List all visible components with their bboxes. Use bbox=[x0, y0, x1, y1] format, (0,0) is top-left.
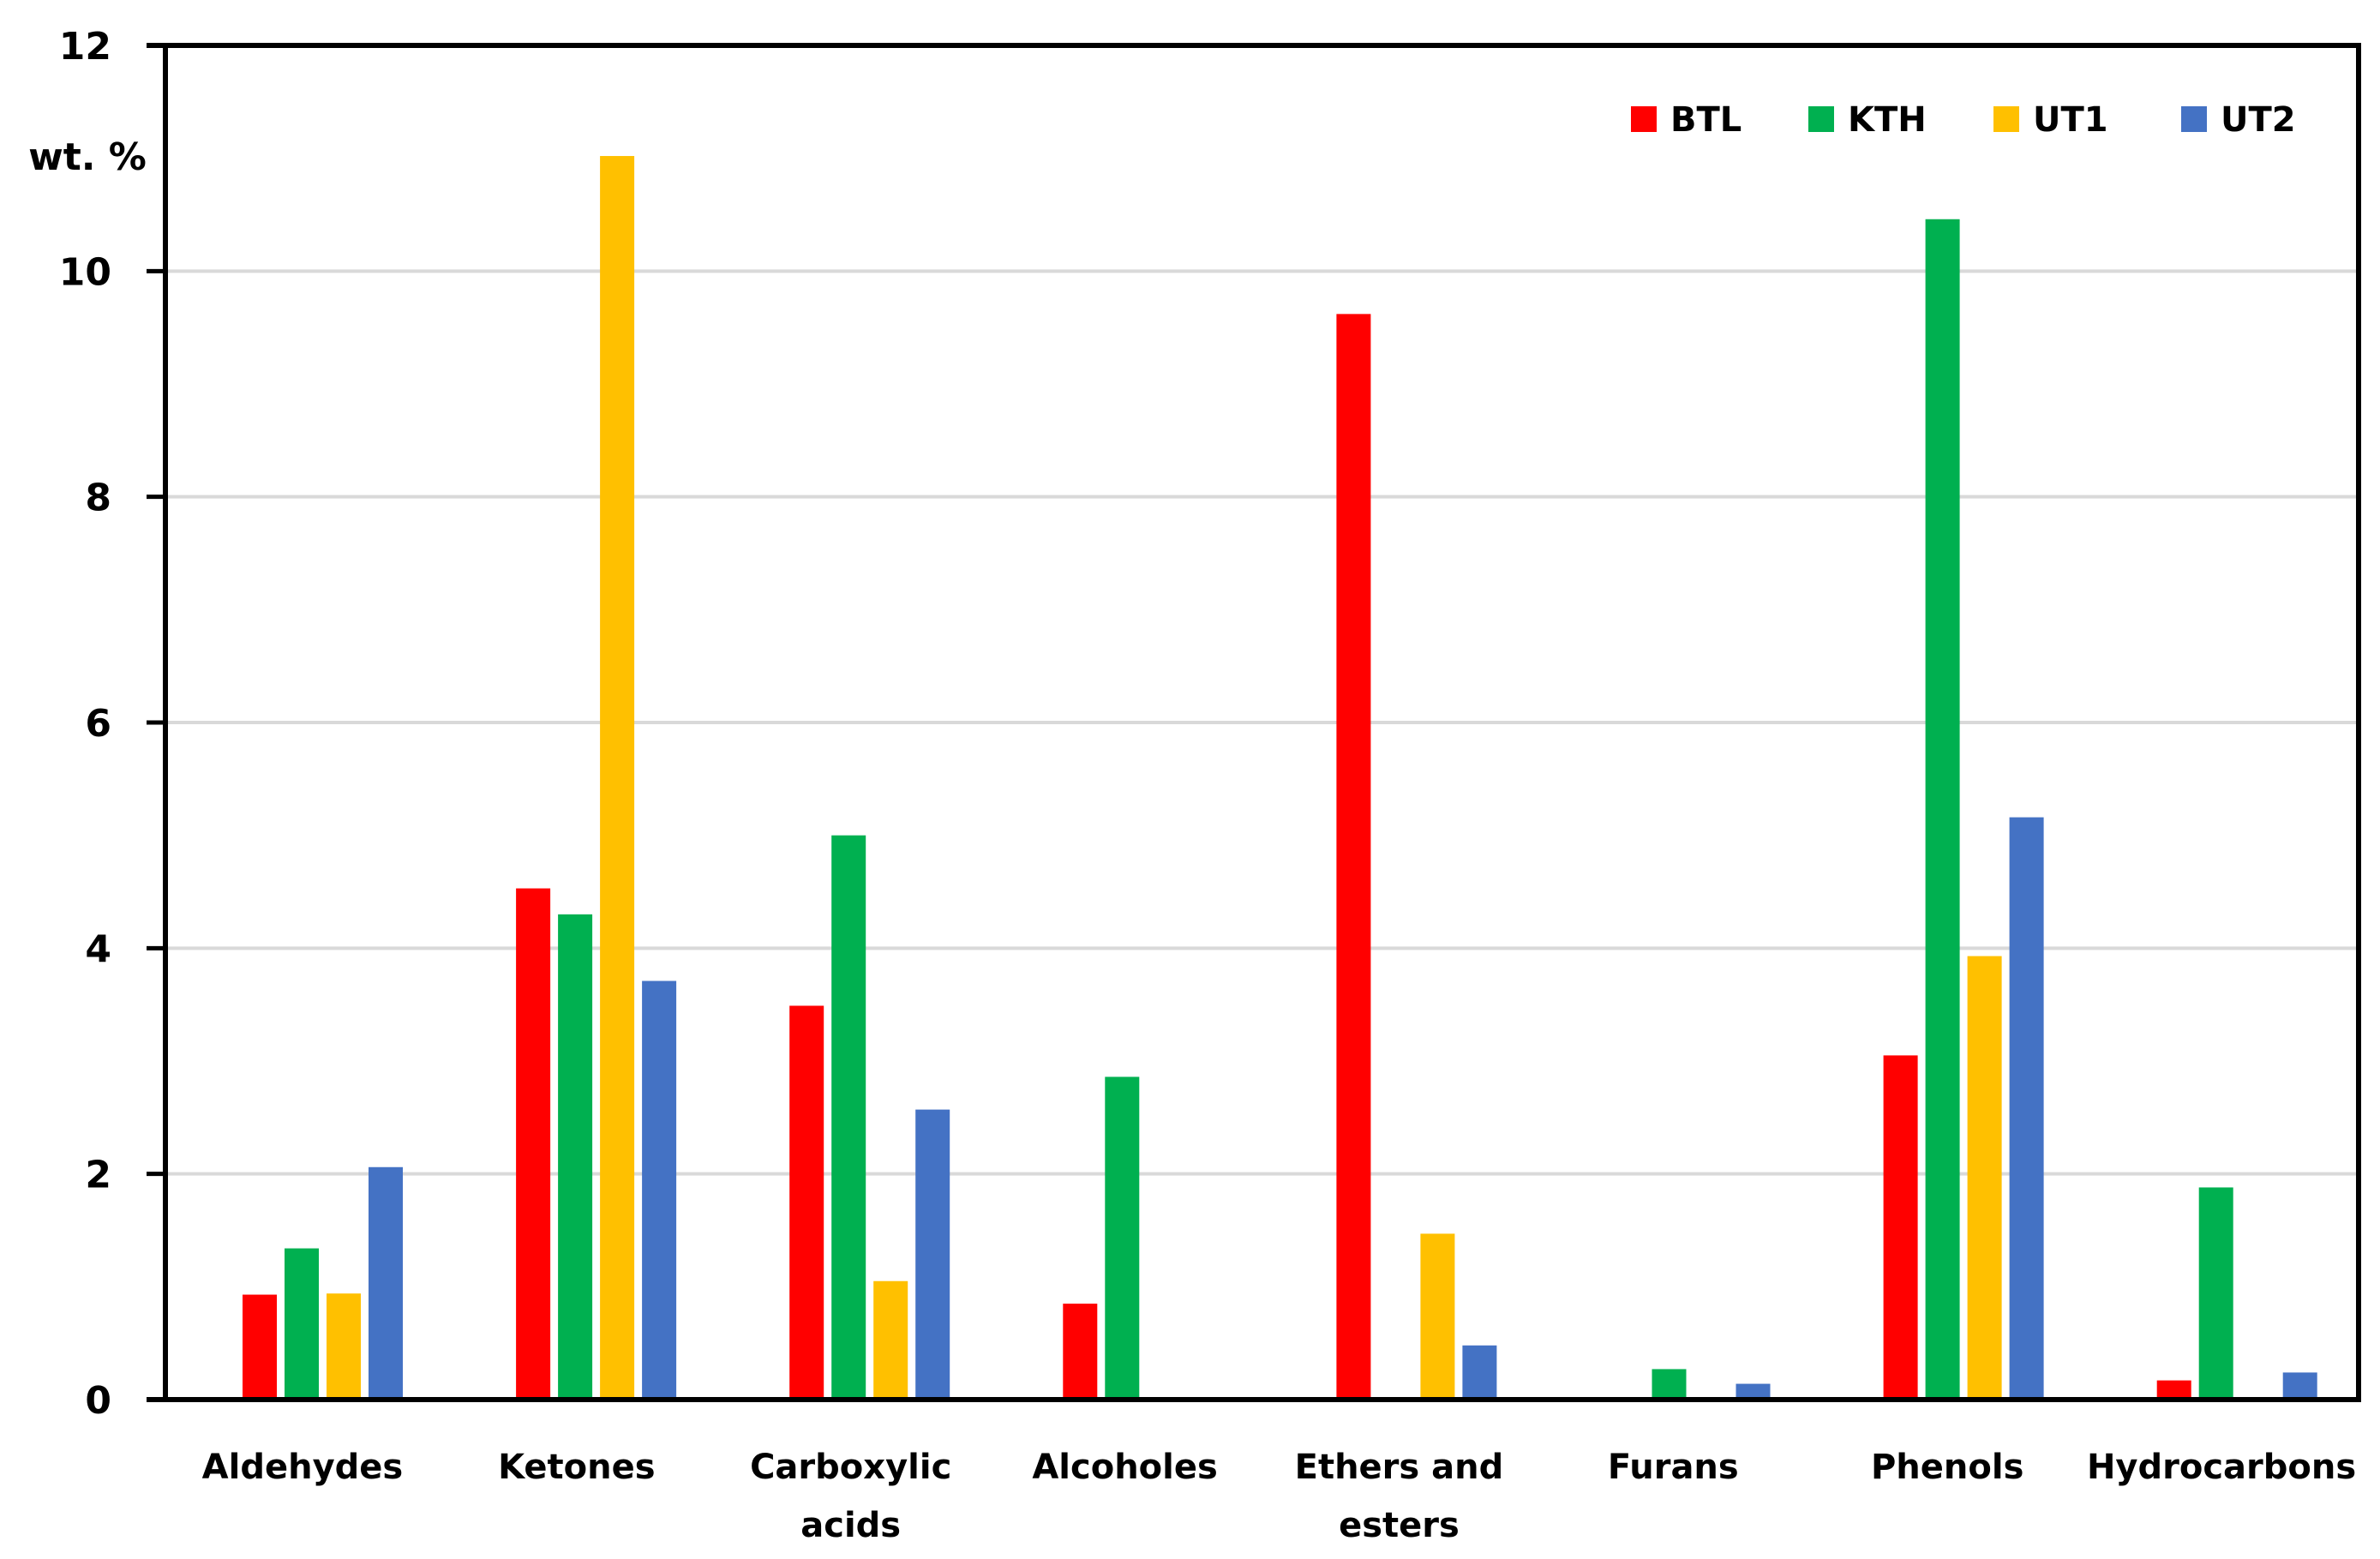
x-category-label: Ketones bbox=[498, 1448, 655, 1487]
x-category-label: esters bbox=[1339, 1506, 1460, 1545]
bar-group bbox=[243, 1166, 403, 1400]
bar-ut2 bbox=[1736, 1383, 1771, 1400]
x-category-label: Phenols bbox=[1871, 1448, 2023, 1487]
bar-group bbox=[516, 156, 677, 1400]
bar-kth bbox=[1105, 1076, 1140, 1400]
bar-group bbox=[2156, 1187, 2317, 1400]
bar-btl bbox=[1336, 314, 1371, 1400]
bar-group bbox=[1063, 1076, 1140, 1400]
bar-btl bbox=[243, 1294, 277, 1400]
legend-swatch bbox=[1631, 106, 1657, 132]
bar-ut1 bbox=[327, 1293, 361, 1400]
x-category-label: Aldehydes bbox=[202, 1448, 404, 1487]
bar-ut2 bbox=[369, 1166, 403, 1400]
legend-label: BTL bbox=[1670, 100, 1742, 140]
y-axis-ticks: 0 2 4 6 8 10 12 bbox=[59, 25, 165, 1423]
bar-ut1 bbox=[873, 1280, 908, 1400]
bar-ut1 bbox=[600, 156, 635, 1400]
bar-group bbox=[1652, 1369, 1771, 1400]
legend-item-ut1: UT1 bbox=[1993, 100, 2108, 140]
bar-ut1 bbox=[1967, 956, 2002, 1400]
legend-swatch bbox=[1808, 106, 1834, 132]
bar-btl bbox=[2156, 1380, 2191, 1400]
y-tick-label: 0 bbox=[85, 1379, 111, 1423]
legend-swatch bbox=[1993, 106, 2019, 132]
bar-group bbox=[1336, 314, 1497, 1400]
bar-btl bbox=[1883, 1055, 1918, 1400]
y-tick-label: 10 bbox=[59, 250, 111, 294]
x-category-label: Hydrocarbons bbox=[2087, 1448, 2356, 1487]
bar-ut2 bbox=[642, 980, 677, 1400]
bar-group bbox=[789, 835, 950, 1400]
bar-ut1 bbox=[1420, 1233, 1455, 1400]
bar-kth bbox=[558, 914, 593, 1400]
y-tick-label: 6 bbox=[85, 702, 111, 746]
bar-ut2 bbox=[1462, 1345, 1497, 1400]
x-category-label: Alcoholes bbox=[1032, 1448, 1217, 1487]
legend-label: UT1 bbox=[2033, 100, 2108, 140]
legend-item-ut2: UT2 bbox=[2181, 100, 2296, 140]
legend-label: UT2 bbox=[2221, 100, 2296, 140]
bars bbox=[243, 156, 2317, 1400]
bar-ut2 bbox=[915, 1109, 950, 1400]
bar-btl bbox=[1063, 1304, 1098, 1400]
legend: BTL KTH UT1 UT2 bbox=[1631, 100, 2296, 140]
x-category-label: acids bbox=[800, 1506, 901, 1545]
legend-item-kth: KTH bbox=[1808, 100, 1927, 140]
y-tick-label: 4 bbox=[85, 927, 111, 971]
x-category-label: Carboxylic bbox=[750, 1448, 951, 1487]
bar-kth bbox=[831, 835, 866, 1400]
y-tick-label: 8 bbox=[85, 477, 111, 520]
x-category-label: Furans bbox=[1608, 1448, 1739, 1487]
legend-label: KTH bbox=[1848, 100, 1927, 140]
bar-ut2 bbox=[2282, 1372, 2317, 1400]
y-axis-label: wt. % bbox=[28, 135, 147, 179]
legend-swatch bbox=[2181, 106, 2207, 132]
x-category-label: Ethers and bbox=[1295, 1448, 1504, 1487]
bar-btl bbox=[516, 888, 551, 1400]
bar-group bbox=[1883, 219, 2044, 1400]
bar-kth bbox=[2198, 1187, 2233, 1400]
bar-ut2 bbox=[2009, 817, 2044, 1400]
x-axis-labels: Aldehydes Ketones Carboxylic acids Alcoholes… bbox=[202, 1448, 2357, 1545]
y-tick-label: 12 bbox=[59, 25, 111, 69]
bar-btl bbox=[789, 1005, 824, 1400]
y-tick-label: 2 bbox=[85, 1154, 111, 1197]
bar-kth bbox=[1925, 219, 1960, 1400]
bar-kth bbox=[285, 1248, 319, 1400]
bar-kth bbox=[1652, 1369, 1687, 1400]
legend-item-btl: BTL bbox=[1631, 100, 1742, 140]
